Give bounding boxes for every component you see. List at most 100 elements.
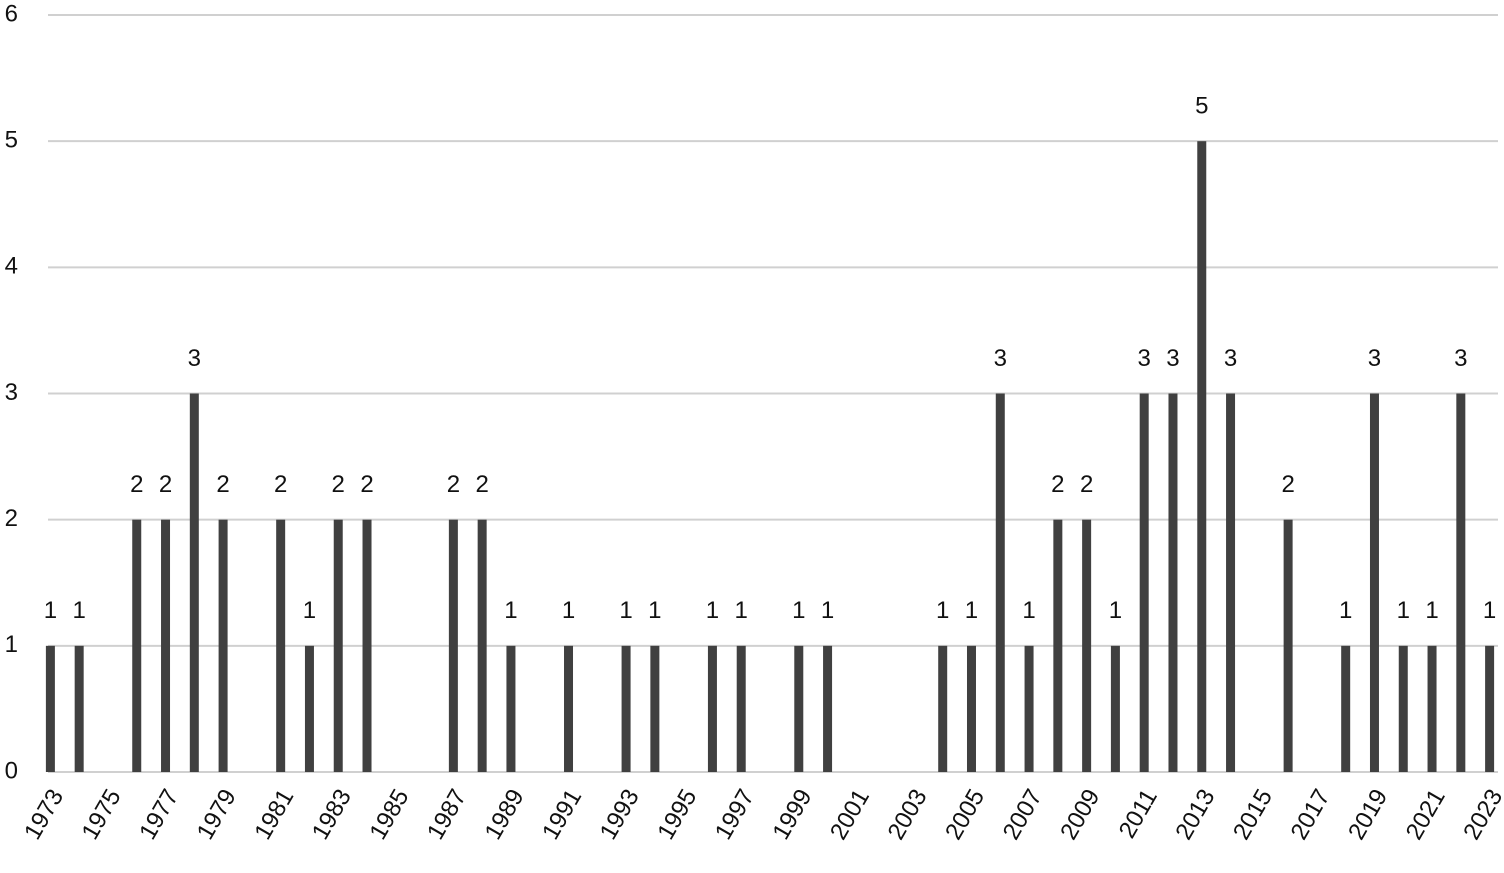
x-tick-label: 2019 bbox=[1343, 785, 1393, 845]
data-label: 1 bbox=[1483, 597, 1496, 624]
data-label: 2 bbox=[159, 471, 172, 498]
data-label: 5 bbox=[1195, 93, 1208, 120]
x-tick-label: 1983 bbox=[307, 785, 357, 845]
data-label: 1 bbox=[735, 597, 748, 624]
data-label: 1 bbox=[72, 597, 85, 624]
bar bbox=[1341, 645, 1351, 772]
bar bbox=[448, 519, 458, 772]
bar bbox=[218, 519, 228, 772]
x-tick-label: 2003 bbox=[883, 785, 933, 845]
x-tick-label: 1991 bbox=[537, 785, 587, 845]
data-label: 2 bbox=[1281, 471, 1294, 498]
x-tick-label: 2017 bbox=[1286, 785, 1336, 845]
x-tick-label: 1981 bbox=[249, 785, 299, 845]
data-label: 2 bbox=[1080, 471, 1093, 498]
data-label: 3 bbox=[1166, 345, 1179, 372]
data-label: 1 bbox=[1425, 597, 1438, 624]
bar bbox=[477, 519, 487, 772]
y-tick-label: 4 bbox=[5, 253, 18, 280]
data-label: 3 bbox=[1454, 345, 1467, 372]
bar bbox=[1369, 393, 1379, 772]
data-label: 3 bbox=[994, 345, 1007, 372]
bar bbox=[1398, 645, 1408, 772]
x-tick-label: 1997 bbox=[710, 785, 760, 845]
data-label: 1 bbox=[562, 597, 575, 624]
data-label: 1 bbox=[44, 597, 57, 624]
bar bbox=[1283, 519, 1293, 772]
x-tick-label: 1993 bbox=[595, 785, 645, 845]
y-tick-label: 5 bbox=[5, 127, 18, 154]
data-label: 1 bbox=[504, 597, 517, 624]
data-label: 1 bbox=[1109, 597, 1122, 624]
x-tick-label: 2007 bbox=[998, 785, 1048, 845]
x-tick-label: 2021 bbox=[1401, 785, 1451, 845]
x-tick-label: 1975 bbox=[77, 785, 127, 845]
bar bbox=[1053, 519, 1063, 772]
x-tick-label: 2001 bbox=[825, 785, 875, 845]
data-label: 3 bbox=[1224, 345, 1237, 372]
data-label: 1 bbox=[936, 597, 949, 624]
data-label: 1 bbox=[303, 597, 316, 624]
bar bbox=[938, 645, 948, 772]
x-tick-label: 1973 bbox=[19, 785, 69, 845]
y-tick-label: 2 bbox=[5, 505, 18, 532]
data-label: 1 bbox=[706, 597, 719, 624]
x-tick-label: 1987 bbox=[422, 785, 472, 845]
data-label: 1 bbox=[648, 597, 661, 624]
y-tick-label: 3 bbox=[5, 379, 18, 406]
bar bbox=[45, 645, 55, 772]
y-tick-label: 6 bbox=[5, 0, 18, 27]
x-tick-label: 2013 bbox=[1170, 785, 1220, 845]
bar bbox=[362, 519, 372, 772]
bar bbox=[506, 645, 516, 772]
bar bbox=[132, 519, 142, 772]
bar bbox=[995, 393, 1005, 772]
bar bbox=[564, 645, 574, 772]
data-label: 2 bbox=[447, 471, 460, 498]
data-label: 1 bbox=[821, 597, 834, 624]
data-label: 3 bbox=[188, 345, 201, 372]
data-label: 2 bbox=[1051, 471, 1064, 498]
bar bbox=[1024, 645, 1034, 772]
x-tick-label: 1985 bbox=[364, 785, 414, 845]
bar bbox=[1427, 645, 1437, 772]
bar bbox=[794, 645, 804, 772]
x-tick-label: 1977 bbox=[134, 785, 184, 845]
x-tick-label: 2023 bbox=[1458, 785, 1504, 845]
x-tick-label: 2015 bbox=[1228, 785, 1278, 845]
bar bbox=[1226, 393, 1236, 772]
data-label: 2 bbox=[130, 471, 143, 498]
x-tick-label: 1999 bbox=[767, 785, 817, 845]
data-label: 2 bbox=[475, 471, 488, 498]
x-tick-label: 2011 bbox=[1114, 785, 1163, 843]
bar bbox=[304, 645, 314, 772]
bar bbox=[1456, 393, 1466, 772]
bar bbox=[1082, 519, 1092, 772]
data-label: 3 bbox=[1138, 345, 1151, 372]
data-label: 1 bbox=[1022, 597, 1035, 624]
data-label: 1 bbox=[965, 597, 978, 624]
y-tick-label: 1 bbox=[5, 631, 18, 658]
bar bbox=[189, 393, 199, 772]
data-label: 2 bbox=[360, 471, 373, 498]
bar bbox=[1168, 393, 1178, 772]
data-label: 2 bbox=[332, 471, 345, 498]
data-label: 1 bbox=[1339, 597, 1352, 624]
x-tick-label: 1989 bbox=[480, 785, 530, 845]
bar bbox=[333, 519, 343, 772]
bar bbox=[707, 645, 717, 772]
data-label: 1 bbox=[619, 597, 632, 624]
y-tick-label: 0 bbox=[5, 757, 18, 784]
data-label: 1 bbox=[792, 597, 805, 624]
x-tick-label: 1995 bbox=[652, 785, 702, 845]
bar bbox=[161, 519, 171, 772]
bar bbox=[1139, 393, 1149, 772]
bar bbox=[650, 645, 660, 772]
bar bbox=[1110, 645, 1120, 772]
bar bbox=[736, 645, 746, 772]
data-label: 3 bbox=[1368, 345, 1381, 372]
bar bbox=[1485, 645, 1495, 772]
x-tick-label: 1979 bbox=[192, 785, 242, 845]
bar bbox=[74, 645, 84, 772]
